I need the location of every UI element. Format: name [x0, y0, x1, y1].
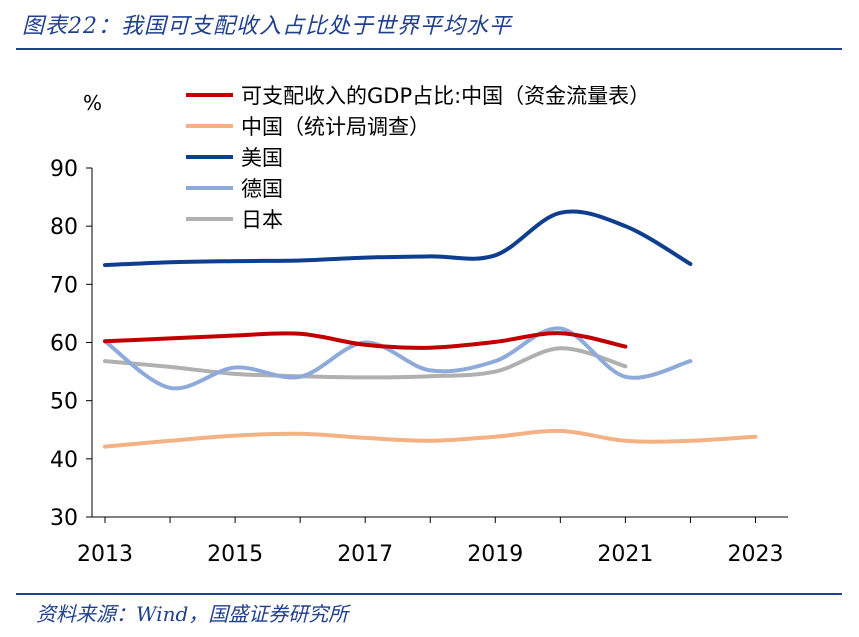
legend-label-1: 中国（统计局调查） [241, 115, 430, 139]
legend-label-3: 德国 [241, 177, 283, 201]
series-line-3 [103, 326, 693, 391]
series-line-0 [103, 331, 628, 350]
y-tick-label: 80 [50, 215, 78, 240]
legend-label-2: 美国 [241, 146, 283, 170]
x-tick-label: 2023 [727, 542, 783, 567]
title-divider [16, 48, 842, 50]
footer-divider [16, 593, 842, 595]
series-line-2 [103, 209, 693, 268]
y-tick-label: 40 [50, 448, 78, 473]
y-tick-label: 90 [50, 157, 78, 182]
y-tick-label: 30 [50, 506, 78, 531]
legend-label-4: 日本 [241, 208, 283, 232]
x-tick-label: 2021 [597, 542, 653, 567]
x-tick-label: 2013 [77, 542, 133, 567]
y-tick-label: 50 [50, 390, 78, 415]
x-tick-label: 2017 [337, 542, 393, 567]
page-title: 图表22：我国可支配收入占比处于世界平均水平 [22, 14, 512, 39]
source-note: 资料来源：Wind，国盛证券研究所 [36, 602, 349, 626]
series-line-1 [103, 428, 758, 449]
y-axis-unit: % [83, 91, 102, 115]
y-tick-label: 60 [50, 332, 78, 357]
y-tick-label: 70 [50, 273, 78, 298]
chart-series [103, 209, 758, 449]
x-tick-label: 2019 [467, 542, 523, 567]
x-tick-label: 2015 [207, 542, 263, 567]
legend-label-0: 可支配收入的GDP占比:中国（资金流量表） [241, 84, 650, 108]
chart-axes: 30 40 50 60 70 80 90 2013 2015 2017 2019 2021 2023% [50, 91, 788, 567]
series-line-4 [103, 346, 628, 380]
